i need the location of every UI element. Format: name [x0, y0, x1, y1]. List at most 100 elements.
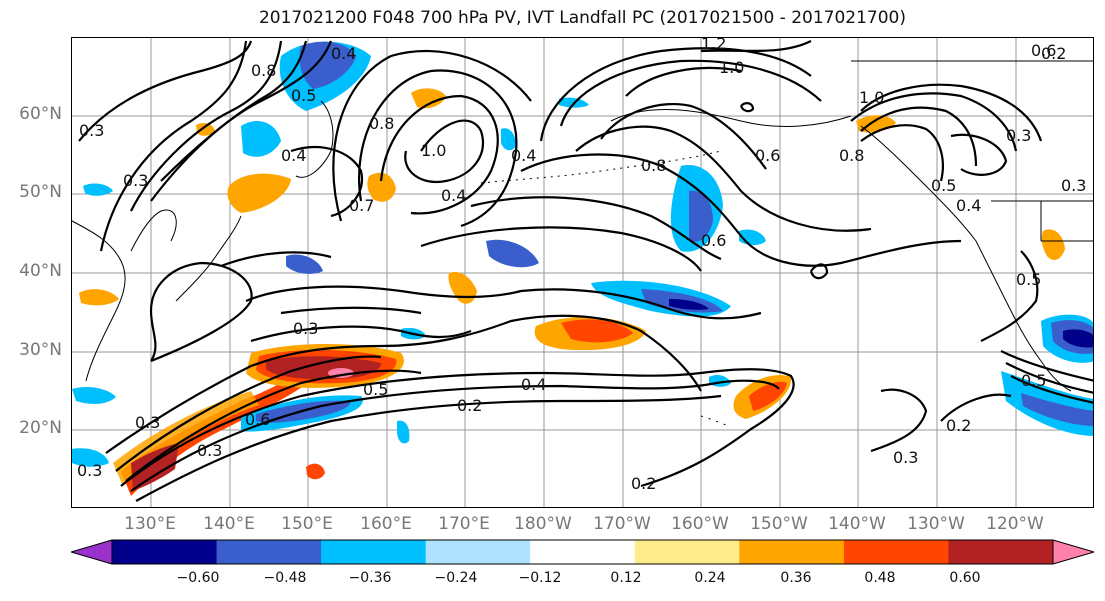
shade-pos-blob-37n-west-coast	[79, 289, 119, 306]
shade-pos-blob-38n-east	[1041, 229, 1065, 261]
contour-line	[130, 40, 283, 212]
contour-label: 0.6	[701, 231, 726, 250]
contour-line	[470, 196, 722, 261]
lon-label-130e: 130°E	[124, 514, 176, 534]
contour-line	[404, 119, 484, 184]
contour-line	[250, 325, 472, 343]
contour-line	[220, 251, 332, 268]
contour-label: 0.4	[441, 186, 466, 205]
contour-label: 0.8	[251, 61, 276, 80]
shade-pos-blob-37n	[448, 271, 477, 304]
contour-line	[280, 306, 422, 315]
lat-label-50n: 50°N	[19, 182, 62, 202]
contour-label: 0.6	[245, 410, 270, 429]
contour-line	[1000, 350, 1093, 382]
contour-label: 0.2	[457, 396, 482, 415]
colorbar-extend-border	[71, 539, 1095, 565]
lon-label-120w: 120°W	[986, 514, 1044, 534]
shade-pos-blob-62n	[411, 88, 446, 109]
colorbar-tick-label: 0.48	[864, 570, 896, 586]
map-title: 2017021200 F048 700 hPa PV, IVT Landfall…	[258, 8, 906, 28]
map-panel: 0.4 0.8 0.5 1.2 1.0 0.6 0.3 1.0 0.8 0.4 …	[71, 37, 1094, 508]
colorbar-tick-label: 0.60	[949, 570, 981, 586]
contour-line	[600, 102, 767, 170]
contour-line	[125, 369, 422, 482]
contour-label: 0.4	[331, 44, 356, 63]
shade-neg-blob-64n-inner	[299, 41, 356, 89]
contour-line	[99, 40, 248, 252]
contour-line	[160, 40, 308, 182]
lon-label-140e: 140°E	[203, 514, 255, 534]
contour-line	[739, 102, 755, 113]
colorbar-tick-label: 0.36	[780, 570, 812, 586]
colorbar	[71, 539, 1095, 565]
colorbar-segment	[321, 540, 427, 564]
colorbar-tick-label: −0.36	[348, 570, 392, 586]
contour-line	[358, 69, 518, 228]
contour-line	[860, 124, 944, 182]
contour-line	[809, 263, 829, 280]
contour-label: 0.2	[1041, 44, 1066, 63]
contour-label: 0.3	[1061, 176, 1086, 195]
colorbar-segments	[112, 540, 1054, 564]
coastline-alaska	[610, 60, 1093, 127]
colorbar-segment	[530, 540, 636, 564]
contour-label: 1.0	[719, 58, 744, 77]
colorbar-segment	[425, 540, 531, 564]
contour-label: 0.3	[1006, 126, 1031, 145]
shade-pos-blob-24n-inner	[749, 381, 787, 411]
contour-label: 0.4	[956, 196, 981, 215]
contour-label: 0.2	[946, 416, 971, 435]
pv-contours	[78, 40, 1093, 502]
contour-line	[120, 368, 795, 488]
contour-label: 0.5	[363, 380, 388, 399]
contour-label: 0.8	[369, 114, 394, 133]
contour-label: 0.3	[123, 171, 148, 190]
coastline-north-america	[860, 125, 1072, 392]
colorbar-segment	[216, 540, 322, 564]
lon-label-150w: 150°W	[750, 514, 808, 534]
contour-line	[130, 379, 780, 492]
colorbar-tick-label: −0.60	[176, 570, 220, 586]
contour-label: 0.3	[293, 319, 318, 338]
shade-neg-blob-50n-west	[83, 183, 113, 196]
lon-label-160w: 160°W	[671, 514, 729, 534]
contour-line	[135, 394, 722, 502]
shade-neg-blob-40n	[286, 254, 323, 274]
contour-line	[78, 40, 253, 142]
coastline-kamchatka	[295, 100, 334, 178]
contour-line	[700, 40, 812, 53]
colorbar-extend-high	[1053, 540, 1094, 564]
contour-label: 0.4	[511, 146, 536, 165]
contour-line	[379, 94, 499, 215]
contour-line	[539, 47, 812, 142]
lat-label-30n: 30°N	[19, 340, 62, 360]
contour-line	[950, 133, 1008, 176]
coastline-aleutians	[480, 150, 722, 184]
contour-line	[520, 153, 962, 267]
contour-label: 0.8	[641, 156, 666, 175]
lat-label-60n: 60°N	[19, 104, 62, 124]
colorbar-segment	[634, 540, 740, 564]
contour-label: 0.3	[135, 413, 160, 432]
contour-label: 0.4	[281, 146, 306, 165]
contour-label: 0.5	[291, 86, 316, 105]
shade-neg-blob-19n-mid	[397, 420, 410, 444]
contour-line	[149, 261, 253, 363]
contour-line	[290, 146, 364, 218]
shade-pos-blob-49n	[367, 172, 396, 202]
colorbar-tick-label: 0.24	[694, 570, 726, 586]
shade-neg-blob-55n-mid	[501, 128, 516, 151]
lon-label-170e: 170°E	[438, 514, 490, 534]
contour-line	[860, 83, 1043, 142]
shade-neg-blob-45n-inner	[689, 190, 713, 242]
shade-neg-blob-41n	[486, 239, 539, 268]
contour-label: 0.7	[349, 196, 374, 215]
shade-neg-blob-22n-east-inner	[1021, 393, 1093, 426]
contour-label: 0.3	[197, 441, 222, 460]
contour-line	[850, 92, 1018, 152]
lon-label-130w: 130°W	[907, 514, 965, 534]
shade-neg-band-east-core	[669, 299, 709, 310]
contour-line	[420, 226, 702, 272]
contour-label: 0.5	[1021, 371, 1046, 390]
